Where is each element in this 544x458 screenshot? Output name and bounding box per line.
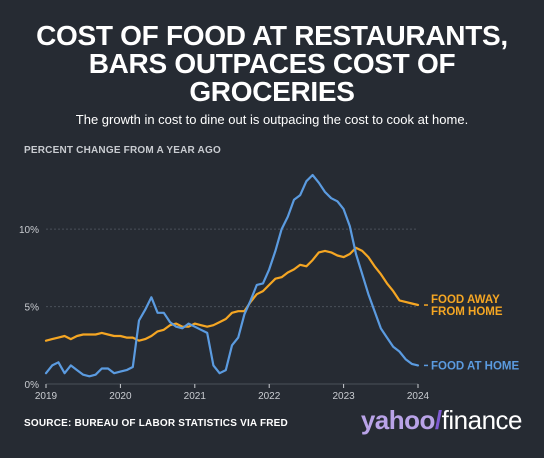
chart-title: COST OF FOOD AT RESTAURANTS, BARS OUTPAC… xyxy=(36,20,508,107)
series-lines xyxy=(44,173,420,378)
series-line-food-at-home xyxy=(44,173,420,378)
logo-part-finance: finance xyxy=(441,405,523,435)
x-tick-label: 2020 xyxy=(109,391,132,402)
x-tick-label: 2019 xyxy=(35,391,58,402)
axis-ticks: 0% 5% 10% 2019 2020 2021 2022 2023 2024 xyxy=(19,225,430,402)
chart-subtitle: The growth in cost to dine out is outpac… xyxy=(75,112,469,127)
series-end-label: FOOD AWAY xyxy=(431,294,500,306)
y-tick-label: 0% xyxy=(25,380,40,391)
x-tick-label: 2023 xyxy=(332,391,355,402)
logo-part-slash: / xyxy=(434,405,442,435)
y-tick-label: 5% xyxy=(25,303,40,314)
series-end-label: FROM HOME xyxy=(431,306,503,318)
x-tick-label: 2022 xyxy=(258,391,281,402)
logo-part-yahoo: yahoo xyxy=(360,405,436,435)
yahoo-finance-logo: yahoo/finance xyxy=(360,405,523,436)
series-end-label: FOOD AT HOME xyxy=(431,360,519,372)
gridlines xyxy=(46,228,418,385)
series-line-food-away-from-home xyxy=(44,246,420,342)
y-tick-label: 10% xyxy=(19,225,39,236)
x-tick-label: 2024 xyxy=(407,391,430,402)
x-tick-label: 2021 xyxy=(184,391,207,402)
y-axis-caption: PERCENT CHANGE FROM A YEAR AGO xyxy=(24,145,221,156)
source-note: SOURCE: BUREAU OF LABOR STATISTICS VIA F… xyxy=(24,418,288,429)
